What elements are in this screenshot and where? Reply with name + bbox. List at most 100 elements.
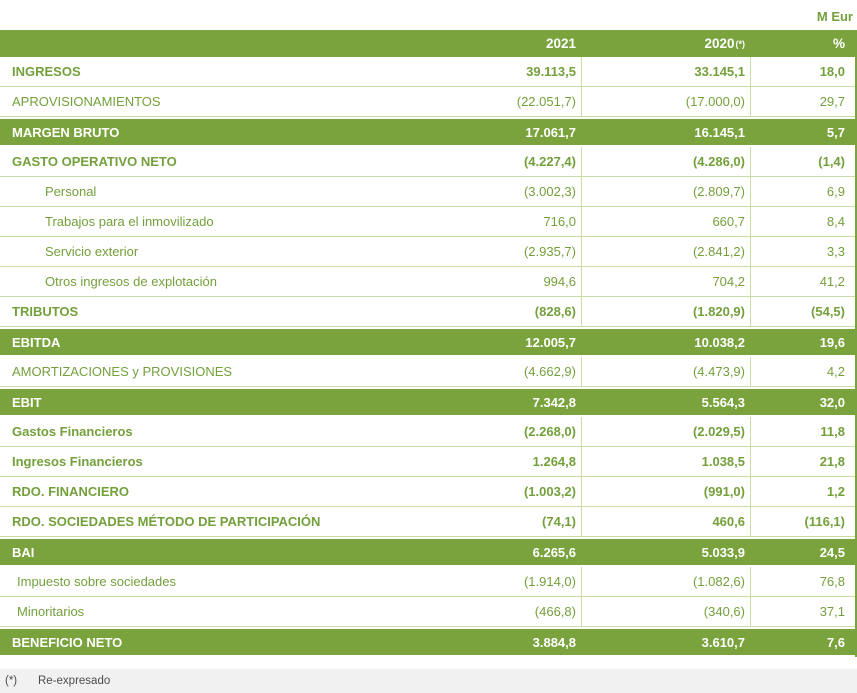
table-row-tributos: TRIBUTOS (828,6) (1.820,9) (54,5) [0,297,855,327]
value-pct: 19,6 [819,334,845,350]
row-label: TRIBUTOS [12,304,79,319]
row-label: INGRESOS [12,64,81,79]
value-2020: 3.610,7 [701,634,745,650]
value-2020: (991,0) [581,477,750,506]
value-2020: (4.473,9) [581,357,750,386]
value-2021: (1.914,0) [523,574,576,589]
value-2020: (1.082,6) [581,567,750,596]
row-label: Trabajos para el inmovilizado [45,214,214,229]
table-row-impuesto-sobre-sociedades: Impuesto sobre sociedades (1.914,0) (1.082… [0,567,855,597]
value-2020: (340,6) [581,597,750,626]
row-label: EBITDA [12,334,61,350]
table-header-row: 2021 2020 (*) % [0,30,857,57]
value-pct: (54,5) [750,297,857,326]
table-rows: INGRESOS 39.113,5 33.145,1 18,0 APROVISIONAM… [0,57,857,657]
value-2020: 10.038,2 [694,334,745,350]
row-label: EBIT [12,394,42,410]
value-pct: 4,2 [750,357,857,386]
table-row-ebit: EBIT 7.342,8 5.564,3 32,0 [0,387,855,417]
value-2021: 12.005,7 [525,334,576,350]
footnote: (*) Re-expresado [0,669,857,693]
value-2021: (1.003,2) [523,484,576,499]
footnote-text: Re-expresado [38,675,111,687]
value-pct: (116,1) [750,507,857,536]
value-pct: 76,8 [750,567,857,596]
value-2021: (3.002,3) [523,184,576,199]
table-row-otros-ingresos-de-explotacion: Otros ingresos de explotación 994,6 704,2 4… [0,267,855,297]
value-pct: 5,7 [826,124,845,140]
row-label: Ingresos Financieros [12,454,143,469]
value-2021: 3.884,8 [532,634,576,650]
value-2021: (4.662,9) [523,364,576,379]
table-row-rdo-sociedades-metodo-de-participacion: RDO. SOCIEDADES MÉTODO DE PARTICIPACIÓN (… [0,507,855,537]
row-label: MARGEN BRUTO [12,124,120,140]
header-col-2020-label: 2020 [704,36,735,51]
row-label: APROVISIONAMIENTOS [12,94,161,109]
table-row-minoritarios: Minoritarios (466,8) (340,6) 37,1 [0,597,855,627]
table-row-personal: Personal (3.002,3) (2.809,7) 6,9 [0,177,855,207]
row-label: AMORTIZACIONES y PROVISIONES [12,364,233,379]
value-2020: (2.809,7) [581,177,750,206]
header-col-2020: 2020 (*) [704,36,745,51]
header-col-2021: 2021 [431,30,581,57]
footnote-marker: (*) [5,675,18,687]
table-row-bai: BAI 6.265,6 5.033,9 24,5 [0,537,855,567]
value-pct: 21,8 [750,447,857,476]
value-pct: 3,3 [750,237,857,266]
value-pct: 37,1 [750,597,857,626]
table-row-trabajos-para-el-inmovilizado: Trabajos para el inmovilizado 716,0 660,7 8… [0,207,855,237]
value-2020: 704,2 [581,267,750,296]
table-row-amortizaciones-y-provisiones: AMORTIZACIONES y PROVISIONES (4.662,9) (4.… [0,357,855,387]
value-2021: 994,6 [543,274,576,289]
value-pct: 32,0 [819,394,845,410]
row-label: BENEFICIO NETO [12,634,123,650]
row-label: RDO. FINANCIERO [12,484,129,499]
value-2020: (2.841,2) [581,237,750,266]
value-2020: 5.033,9 [701,544,745,560]
row-label: Otros ingresos de explotación [45,274,217,289]
table-row-ingresos-financieros: Ingresos Financieros 1.264,8 1.038,5 21,8 [0,447,855,477]
value-pct: 18,0 [750,57,857,86]
value-2021: (466,8) [534,604,576,619]
value-2020: 33.145,1 [581,57,750,86]
table-row-beneficio-neto: BENEFICIO NETO 3.884,8 3.610,7 7,6 [0,627,855,657]
value-2020: 460,6 [581,507,750,536]
value-2020: (2.029,5) [581,417,750,446]
value-2021: (2.268,0) [523,424,576,439]
unit-label: M Eur [816,9,853,24]
value-2020: (4.286,0) [581,147,750,176]
value-2021: (22.051,7) [516,94,576,109]
value-pct: 24,5 [819,544,845,560]
value-pct: 11,8 [750,417,857,446]
value-pct: 7,6 [826,634,845,650]
value-pct: 8,4 [750,207,857,236]
value-pct: 6,9 [750,177,857,206]
row-label: Personal [45,184,97,199]
table-row-rdo-financiero: RDO. FINANCIERO (1.003,2) (991,0) 1,2 [0,477,855,507]
table-row-ingresos: INGRESOS 39.113,5 33.145,1 18,0 [0,57,855,87]
row-label: BAI [12,544,35,560]
value-2021: 6.265,6 [532,544,576,560]
table-row-gasto-operativo-neto: GASTO OPERATIVO NETO (4.227,4) (4.286,0) (1… [0,147,855,177]
value-pct: 29,7 [750,87,857,116]
value-2021: 39.113,5 [526,64,576,79]
row-label: Minoritarios [17,604,85,619]
header-col-2021-label: 2021 [545,36,576,51]
value-pct: (1,4) [750,147,857,176]
row-label: RDO. SOCIEDADES MÉTODO DE PARTICIPACIÓN [12,514,321,529]
table-row-servicio-exterior: Servicio exterior (2.935,7) (2.841,2) 3,3 [0,237,855,267]
table-row-margen-bruto: MARGEN BRUTO 17.061,7 16.145,1 5,7 [0,117,855,147]
value-2020: (1.820,9) [581,297,750,326]
value-2021: (74,1) [542,514,576,529]
value-2020: 5.564,3 [701,394,745,410]
value-2021: (4.227,4) [523,154,576,169]
row-label: Impuesto sobre sociedades [17,574,176,589]
value-pct: 41,2 [750,267,857,296]
table-row-ebitda: EBITDA 12.005,7 10.038,2 19,6 [0,327,855,357]
value-2021: 716,0 [543,214,576,229]
value-2021: (2.935,7) [523,244,576,259]
value-2021: 17.061,7 [525,124,576,140]
row-label: Gastos Financieros [12,424,133,439]
value-2020: 16.145,1 [694,124,745,140]
table-row-gastos-financieros: Gastos Financieros (2.268,0) (2.029,5) 11,8 [0,417,855,447]
